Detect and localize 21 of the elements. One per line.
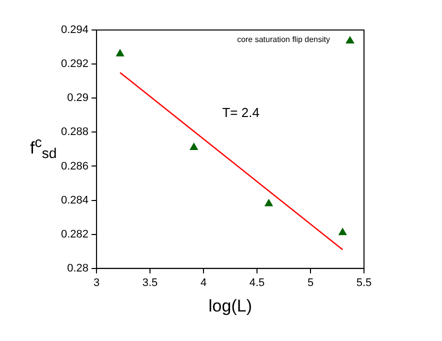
legend-label: core saturation flip density (237, 35, 330, 44)
x-axis-title: log(L) (208, 296, 252, 316)
y-tick-label: 0.282 (60, 228, 89, 240)
point (116, 49, 124, 56)
point (338, 228, 347, 236)
y-tick-label: 0.28 (67, 262, 89, 274)
x-tick-label: 5.5 (356, 277, 372, 290)
x-tick-label: 3.5 (142, 277, 158, 290)
x-tick-label: 4.5 (249, 277, 265, 290)
y-tick-label: 0.292 (60, 58, 89, 70)
y-tick-label: 0.284 (60, 194, 89, 206)
x-tick-label: 3 (93, 277, 100, 290)
y-tick-label: 0.294 (60, 24, 89, 36)
y-tick-label: 0.29 (67, 92, 89, 104)
y-tick-label: 0.286 (60, 160, 89, 172)
x-tick-label: 4 (200, 277, 207, 290)
point (190, 142, 198, 150)
y-tick-label: 0.288 (60, 126, 89, 138)
x-tick-label: 5 (307, 277, 314, 290)
annotation: T= 2.4 (222, 105, 260, 120)
point (264, 199, 273, 206)
